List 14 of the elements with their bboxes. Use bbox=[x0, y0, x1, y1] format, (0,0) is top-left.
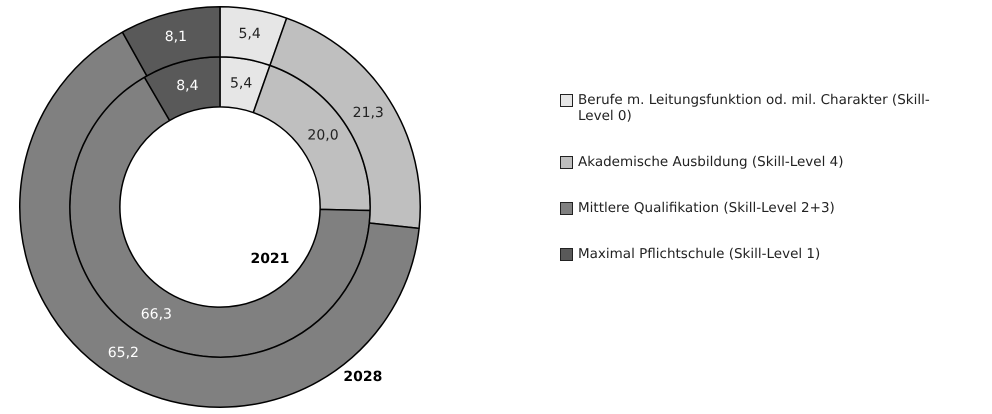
data-label: 65,2 bbox=[108, 344, 139, 361]
data-label: 5,4 bbox=[230, 75, 252, 92]
data-label: 21,3 bbox=[352, 105, 384, 122]
data-label: 66,3 bbox=[140, 306, 172, 322]
data-label: 20,0 bbox=[307, 128, 339, 144]
data-label: 5,4 bbox=[238, 26, 261, 42]
legend-label: Akademische Ausbildung (Skill-Level 4) bbox=[578, 154, 844, 170]
legend-label: Berufe m. Leitungsfunktion od. mil. Charakter (Skill-Level 0) bbox=[578, 92, 931, 124]
legend-label: Mittlere Qualifikation (Skill-Level 2+3) bbox=[578, 200, 835, 216]
data-label: 8,1 bbox=[164, 29, 188, 46]
slice-label: 2021 bbox=[250, 251, 290, 268]
slice-label: 2028 bbox=[343, 368, 382, 385]
data-label: 8,4 bbox=[176, 78, 199, 94]
legend-label: Maximal Pflichtschule (Skill-Level 1) bbox=[578, 246, 820, 262]
